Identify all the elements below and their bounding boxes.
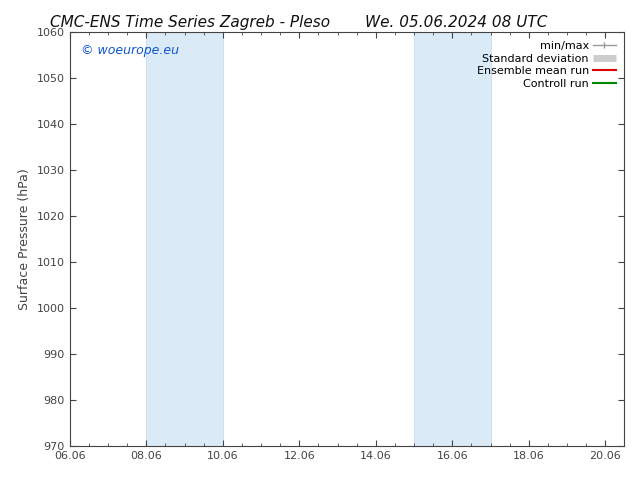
Y-axis label: Surface Pressure (hPa): Surface Pressure (hPa) — [18, 168, 31, 310]
Bar — [414, 32, 491, 446]
Text: © woeurope.eu: © woeurope.eu — [81, 44, 179, 57]
Text: CMC-ENS Time Series Zagreb - Pleso: CMC-ENS Time Series Zagreb - Pleso — [50, 15, 330, 30]
Bar — [146, 32, 223, 446]
Text: We. 05.06.2024 08 UTC: We. 05.06.2024 08 UTC — [365, 15, 548, 30]
Legend: min/max, Standard deviation, Ensemble mean run, Controll run: min/max, Standard deviation, Ensemble me… — [474, 37, 619, 93]
